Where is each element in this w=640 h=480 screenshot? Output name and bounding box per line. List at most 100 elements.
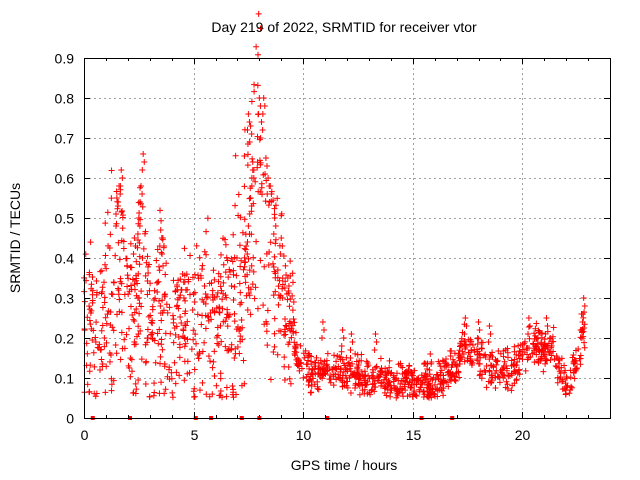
data-point <box>159 235 166 241</box>
data-point <box>263 328 270 335</box>
data-point <box>218 338 225 345</box>
data-point <box>280 332 287 339</box>
data-point <box>570 352 577 359</box>
data-point <box>198 275 205 282</box>
data-point <box>426 380 433 387</box>
data-point <box>203 294 210 301</box>
data-point <box>224 257 231 264</box>
data-point <box>414 375 421 382</box>
data-point <box>102 252 109 259</box>
y-tick-label: 0.4 <box>55 251 75 267</box>
data-point <box>144 326 151 333</box>
data-point <box>99 284 106 291</box>
data-point <box>486 367 493 374</box>
data-point <box>129 312 136 319</box>
y-tick-label: 0.5 <box>55 211 75 227</box>
data-point <box>127 355 134 362</box>
data-point <box>383 392 390 399</box>
data-point <box>288 334 295 341</box>
data-point <box>241 380 248 387</box>
data-point <box>289 270 296 277</box>
data-point <box>284 296 291 303</box>
data-point <box>280 252 287 259</box>
data-point <box>538 353 545 360</box>
data-point <box>123 255 130 262</box>
data-point <box>354 370 361 377</box>
data-point <box>177 292 184 299</box>
data-point <box>413 393 420 399</box>
data-point <box>238 317 245 324</box>
data-point <box>314 371 321 378</box>
data-point <box>219 296 226 303</box>
data-point <box>274 195 281 202</box>
data-point <box>86 317 93 324</box>
data-point <box>257 257 264 264</box>
data-point <box>103 320 110 327</box>
data-point <box>571 357 578 364</box>
data-point <box>176 372 183 379</box>
data-point <box>160 243 167 249</box>
data-point <box>119 175 126 181</box>
data-point <box>575 345 582 352</box>
data-point <box>188 346 195 353</box>
data-point <box>139 191 146 197</box>
x-tick-label: 0 <box>81 427 89 443</box>
data-point <box>203 391 210 398</box>
data-point <box>478 345 485 352</box>
data-point <box>253 238 260 245</box>
data-point <box>283 291 290 297</box>
data-point <box>160 262 167 269</box>
data-point <box>108 381 115 388</box>
data-point <box>102 389 109 396</box>
data-point <box>117 356 124 363</box>
data-point <box>141 159 148 165</box>
data-point <box>246 119 253 125</box>
data-point <box>285 283 292 289</box>
data-point <box>554 379 561 386</box>
data-point <box>533 346 540 353</box>
data-point <box>260 95 267 101</box>
data-point <box>145 270 152 277</box>
data-point <box>264 307 271 314</box>
data-point <box>170 277 177 284</box>
data-point <box>154 246 161 253</box>
data-point <box>239 336 246 343</box>
data-point <box>87 362 94 369</box>
data-point <box>573 366 580 373</box>
data-point <box>559 386 566 393</box>
data-point <box>270 349 277 356</box>
data-point <box>107 231 114 238</box>
data-point <box>267 376 274 383</box>
data-point <box>229 258 236 265</box>
data-point <box>394 387 401 394</box>
data-point <box>257 135 264 141</box>
data-point <box>501 358 508 365</box>
data-point <box>135 236 142 243</box>
data-point <box>447 353 454 360</box>
data-point <box>445 383 452 390</box>
data-point <box>91 363 98 370</box>
data-point <box>133 306 140 313</box>
data-point <box>258 119 265 125</box>
data-point <box>307 389 314 396</box>
data-point <box>214 289 221 296</box>
data-point <box>308 358 315 365</box>
data-point <box>133 275 140 282</box>
data-point <box>400 377 407 384</box>
data-point <box>411 367 418 374</box>
data-point <box>189 307 196 313</box>
data-point <box>439 357 446 364</box>
data-point <box>244 151 251 158</box>
data-point <box>246 267 253 274</box>
data-point <box>287 258 294 265</box>
data-point <box>234 343 241 350</box>
data-point <box>82 251 89 258</box>
data-point <box>191 299 198 305</box>
data-point <box>125 325 132 332</box>
data-point <box>171 359 178 366</box>
data-point <box>249 159 256 165</box>
data-point <box>92 393 99 400</box>
data-point <box>117 183 124 189</box>
data-point <box>170 339 177 346</box>
data-point <box>103 363 110 370</box>
